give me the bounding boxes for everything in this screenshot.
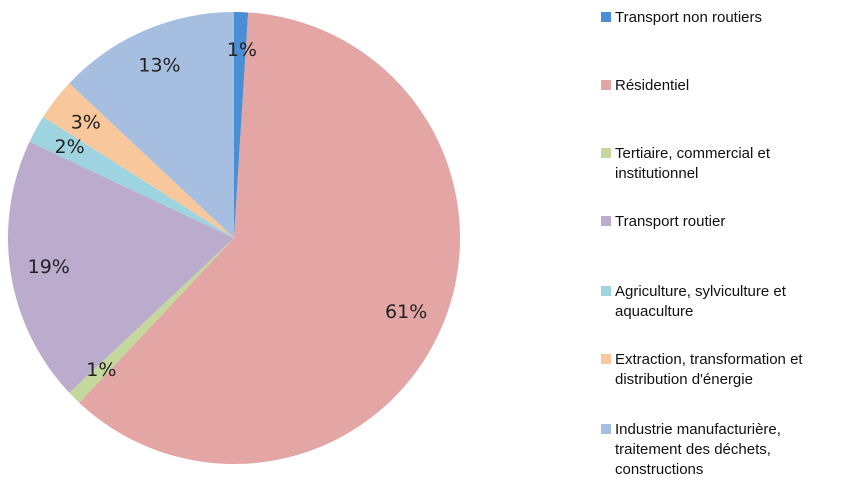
data-label: 1%: [86, 359, 116, 381]
legend-item: Transport non routiers: [601, 8, 841, 28]
legend-item: Industrie manufacturière, traitement des…: [601, 420, 841, 480]
legend-swatch: [601, 354, 611, 364]
legend-swatch: [601, 80, 611, 90]
legend-label: Extraction, transformation et distributi…: [615, 351, 803, 388]
pie-slice: [69, 238, 235, 403]
legend-item: Agriculture, sylviculture et aquaculture: [601, 282, 841, 322]
legend-label: Résidentiel: [615, 77, 690, 94]
legend-item: Transport routier: [601, 212, 841, 232]
data-label: 61%: [385, 301, 427, 323]
legend-swatch: [601, 216, 611, 226]
legend-swatch: [601, 286, 611, 296]
legend-label: Industrie manufacturière, traitement des…: [615, 421, 781, 478]
pie-slice: [69, 12, 235, 238]
legend-label: Tertiaire, commercial et institutionnel: [615, 145, 771, 182]
legend-item: Extraction, transformation et distributi…: [601, 350, 841, 390]
legend-swatch: [601, 148, 611, 158]
pie-slice: [29, 116, 234, 238]
pie-slice: [79, 12, 461, 464]
legend-swatch: [601, 12, 611, 22]
data-label: 13%: [138, 54, 180, 76]
data-label: 3%: [71, 112, 101, 134]
legend-label: Agriculture, sylviculture et aquaculture: [615, 283, 786, 320]
data-label: 2%: [55, 136, 85, 158]
pie-area: 1% 61% 1% 19% 2%3% 13%: [7, 12, 461, 464]
legend-label: Transport routier: [615, 213, 726, 230]
legend-item: Tertiaire, commercial et institutionnel: [601, 144, 841, 184]
data-label: 19%: [28, 256, 70, 278]
data-label: 1%: [227, 39, 257, 61]
legend-label: Transport non routiers: [615, 9, 763, 26]
legend-swatch: [601, 424, 611, 434]
pie-slice: [43, 83, 235, 238]
pie-slice: [234, 12, 249, 238]
legend-item: Résidentiel: [601, 76, 841, 96]
pie-slice: [7, 141, 234, 393]
